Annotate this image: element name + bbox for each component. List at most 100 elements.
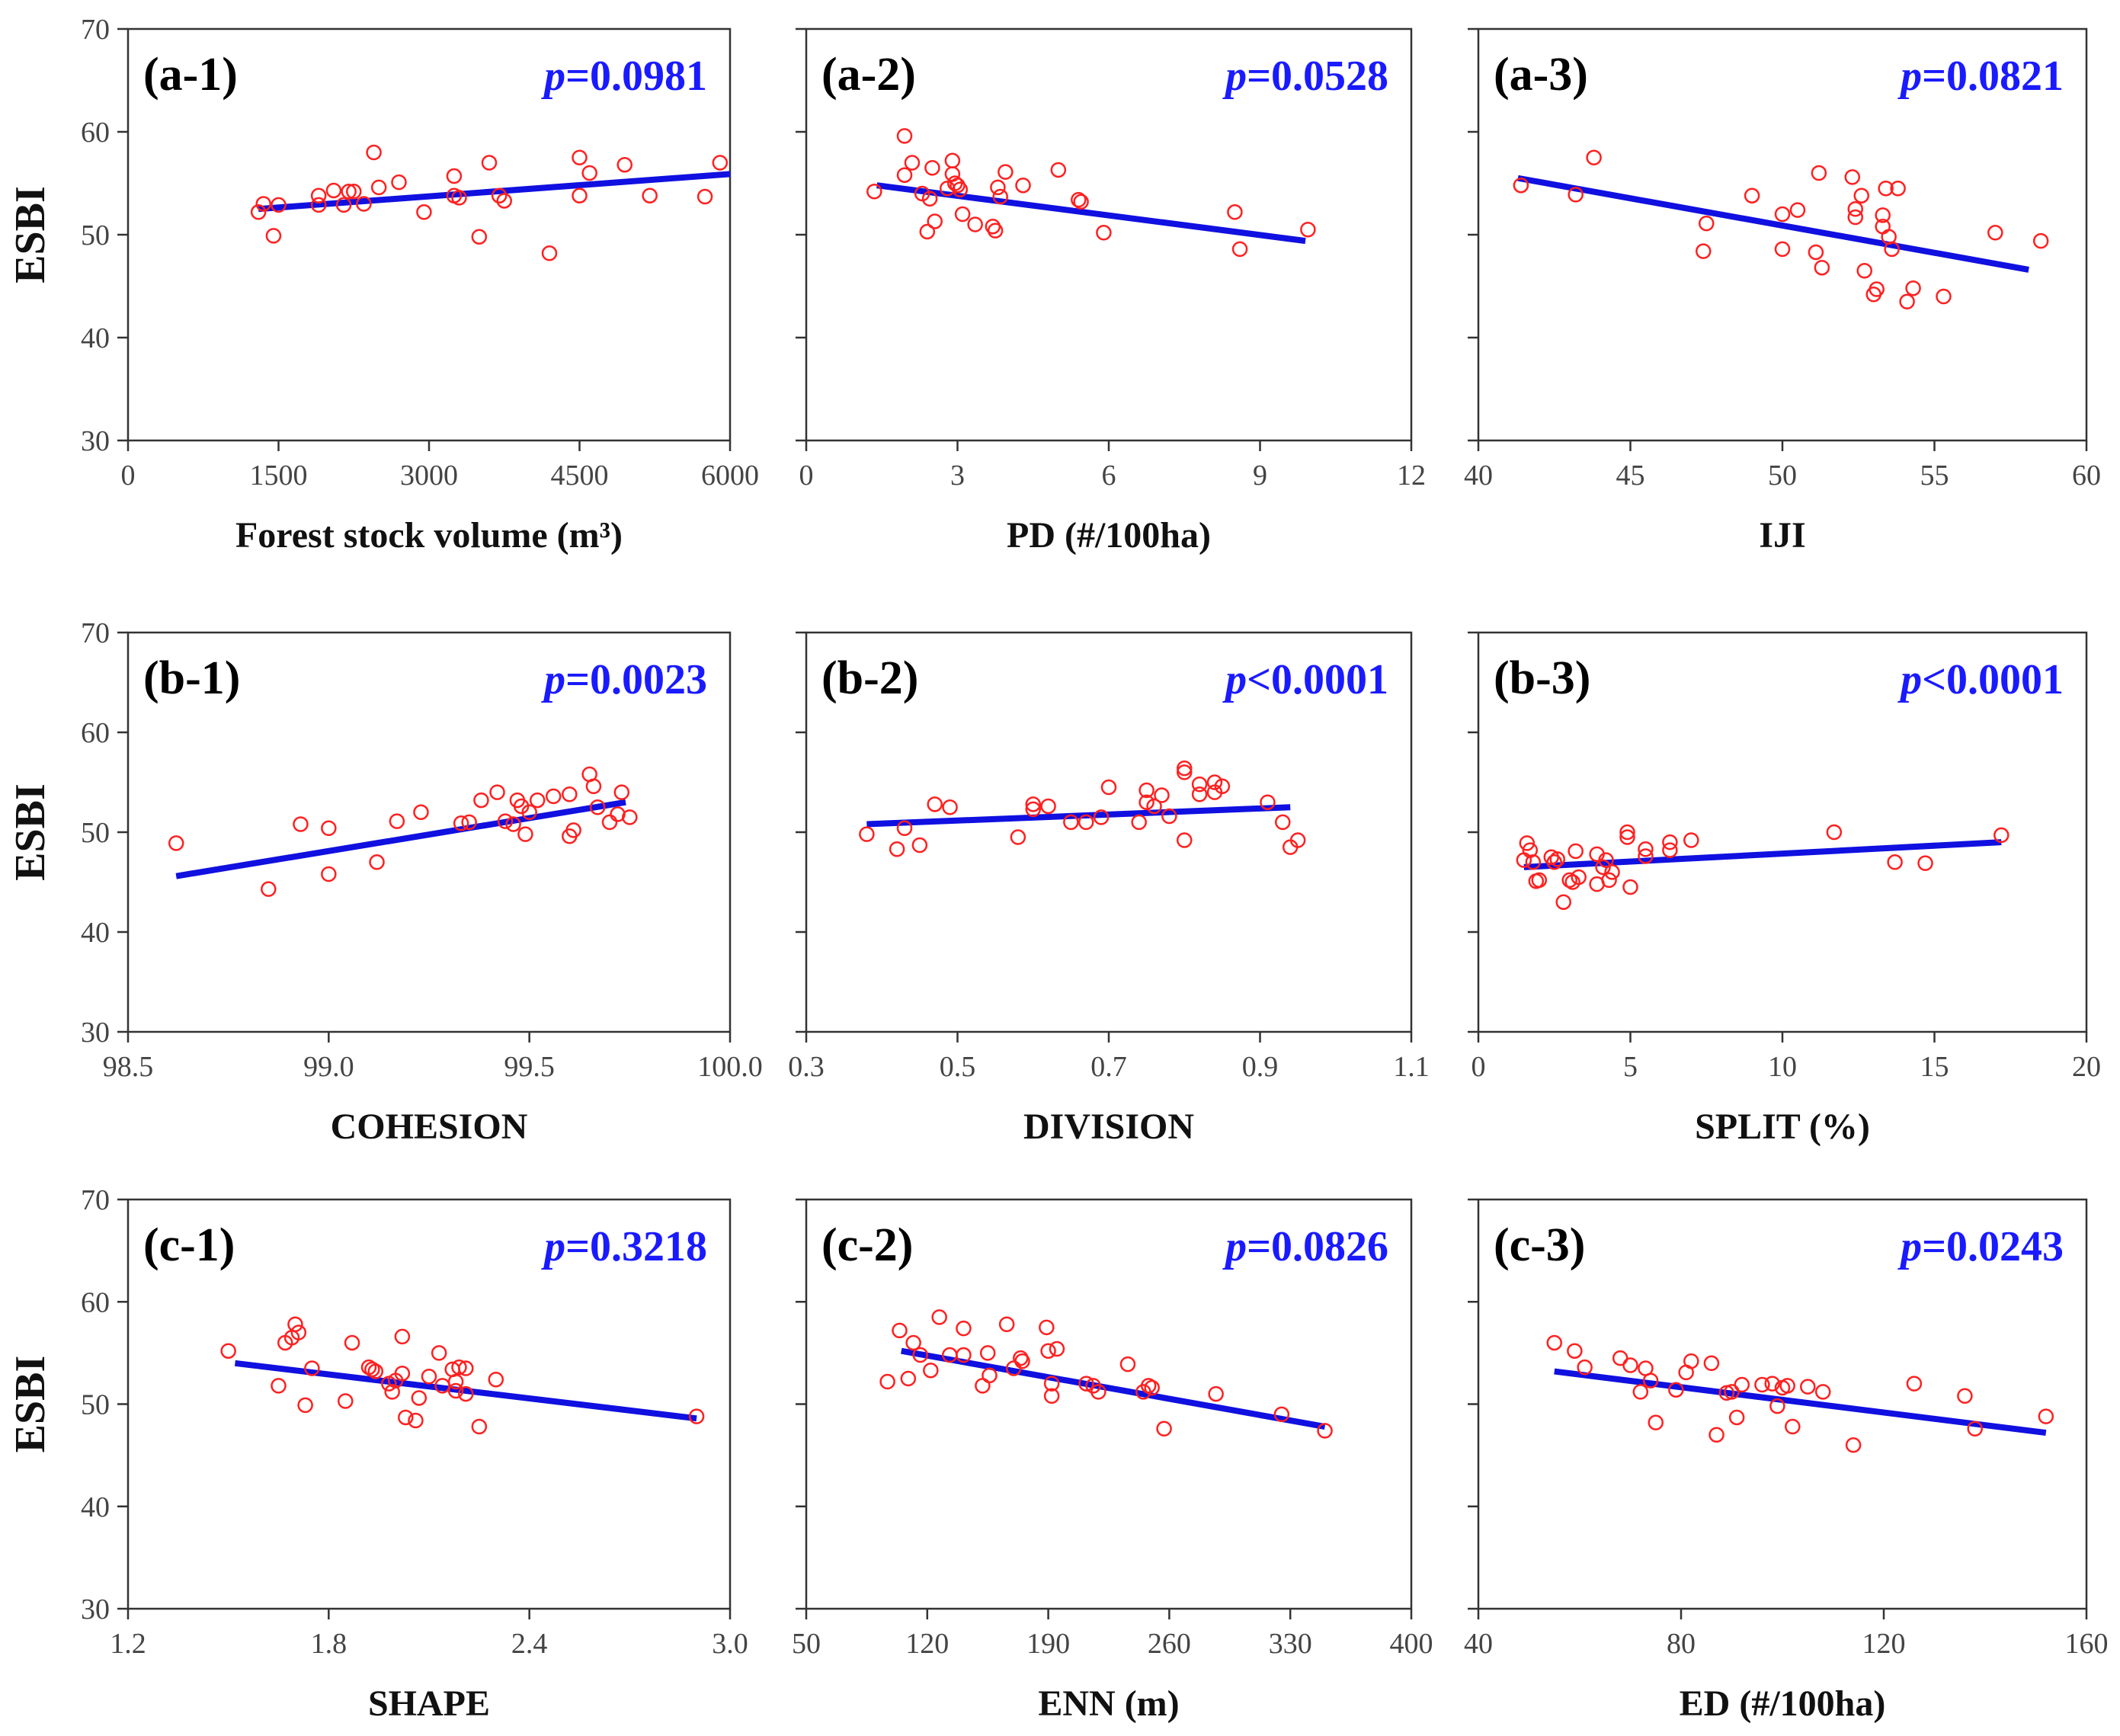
data-point — [688, 1408, 705, 1424]
p-symbol: p — [541, 1223, 565, 1270]
panel-label: (c-2) — [821, 1219, 913, 1271]
data-point — [1728, 1409, 1745, 1426]
data-point — [1800, 1379, 1816, 1395]
data-point — [1734, 1376, 1750, 1393]
p-value-label: p=0.0023 — [541, 656, 707, 703]
data-point — [1789, 202, 1806, 218]
data-point — [954, 206, 971, 223]
data-point — [1764, 1376, 1780, 1392]
fit-line — [1523, 839, 2002, 870]
data-point — [1078, 814, 1094, 831]
data-point — [572, 149, 588, 165]
x-tick-label: 9 — [1253, 460, 1267, 492]
data-point — [1025, 796, 1041, 812]
data-point — [1696, 243, 1712, 259]
data-point — [975, 1378, 991, 1394]
data-point — [1050, 162, 1067, 178]
x-tick-label: 120 — [905, 1628, 949, 1660]
data-point — [1161, 808, 1177, 825]
p-value-label: p=0.0243 — [1897, 1223, 2064, 1270]
data-point — [384, 1384, 400, 1400]
y-tick-label: 50 — [81, 1389, 110, 1421]
data-point — [956, 1320, 972, 1337]
data-point — [581, 165, 597, 181]
data-point — [389, 813, 405, 829]
data-point — [1826, 824, 1843, 841]
data-point — [481, 155, 498, 171]
data-point — [496, 193, 512, 209]
data-point — [1779, 1378, 1795, 1394]
p-value-text: =0.0821 — [1922, 53, 2064, 100]
x-tick-label: 0 — [799, 460, 814, 492]
data-point — [1119, 1356, 1136, 1372]
data-point — [896, 128, 913, 144]
data-point — [1638, 841, 1654, 857]
data-point — [697, 188, 713, 205]
data-point — [491, 187, 508, 203]
x-tick-label: 50 — [792, 1628, 821, 1660]
y-tick-label: 60 — [81, 117, 110, 149]
data-point — [892, 1322, 908, 1339]
data-point — [1887, 854, 1903, 870]
panel-label: (a-2) — [821, 49, 916, 101]
data-point — [1525, 854, 1542, 870]
y-tick-label: 50 — [81, 219, 110, 251]
x-tick-label: 0 — [1472, 1051, 1486, 1083]
p-value-text: =0.0826 — [1247, 1223, 1388, 1270]
data-point — [1987, 225, 2003, 241]
data-point — [461, 814, 477, 831]
data-point — [562, 786, 578, 802]
x-axis-title: SPLIT (%) — [1695, 1107, 1870, 1147]
data-point — [1078, 1376, 1094, 1392]
data-point — [952, 181, 969, 197]
data-point — [1662, 834, 1678, 850]
y-tick-label: 40 — [81, 1491, 110, 1523]
data-point — [1010, 829, 1026, 845]
data-point — [1856, 263, 1872, 279]
p-symbol: p — [1222, 1223, 1247, 1270]
data-point — [265, 228, 282, 244]
data-point — [1300, 222, 1316, 238]
data-point — [1154, 787, 1170, 803]
p-value-text: =0.0243 — [1922, 1223, 2064, 1270]
data-point — [271, 1378, 287, 1394]
data-point — [2032, 232, 2049, 249]
panel-a1: 0 1500 3000 4500 6000 30 40 50 60 70 Forest stock … — [7, 14, 759, 556]
panel-label: (c-3) — [1494, 1219, 1585, 1271]
data-point — [310, 197, 327, 213]
data-point — [356, 196, 372, 212]
data-point — [944, 152, 961, 169]
p-value-label: p=0.0981 — [541, 53, 707, 100]
p-value-text: =0.3218 — [565, 1223, 707, 1270]
panel-b1: 98.5 99.0 99.5 100.0 30 40 50 60 70 COHESION ESBI (… — [7, 617, 763, 1147]
data-point — [488, 1372, 504, 1388]
data-point — [1906, 1376, 1923, 1392]
x-tick-label: 1.2 — [110, 1628, 146, 1660]
p-symbol: p — [541, 53, 565, 100]
data-point — [1015, 177, 1031, 194]
data-point — [589, 799, 606, 815]
data-point — [982, 1367, 998, 1384]
data-point — [622, 809, 638, 825]
data-point — [220, 1343, 236, 1359]
data-point — [1275, 814, 1291, 831]
data-point — [613, 784, 630, 800]
x-tick-label: 1500 — [250, 460, 308, 492]
data-point — [1917, 855, 1933, 871]
panel-c3: 40 80 120 160 ED (#/100ha) (c-3) p=0.0243 — [1464, 1198, 2109, 1724]
x-tick-label: 120 — [1862, 1628, 1906, 1660]
data-point — [517, 826, 533, 842]
p-value-text: =0.0023 — [565, 656, 707, 703]
data-point — [866, 184, 882, 200]
data-point — [924, 160, 940, 176]
data-point — [1884, 241, 1900, 258]
data-point — [931, 1309, 947, 1325]
data-point — [1598, 852, 1614, 868]
y-axis-title: ESBI — [7, 783, 54, 881]
data-point — [998, 164, 1014, 180]
data-point — [1967, 1421, 1983, 1437]
data-point — [1227, 204, 1243, 220]
data-point — [271, 197, 287, 213]
fit-line — [175, 799, 626, 879]
data-point — [1619, 829, 1635, 845]
